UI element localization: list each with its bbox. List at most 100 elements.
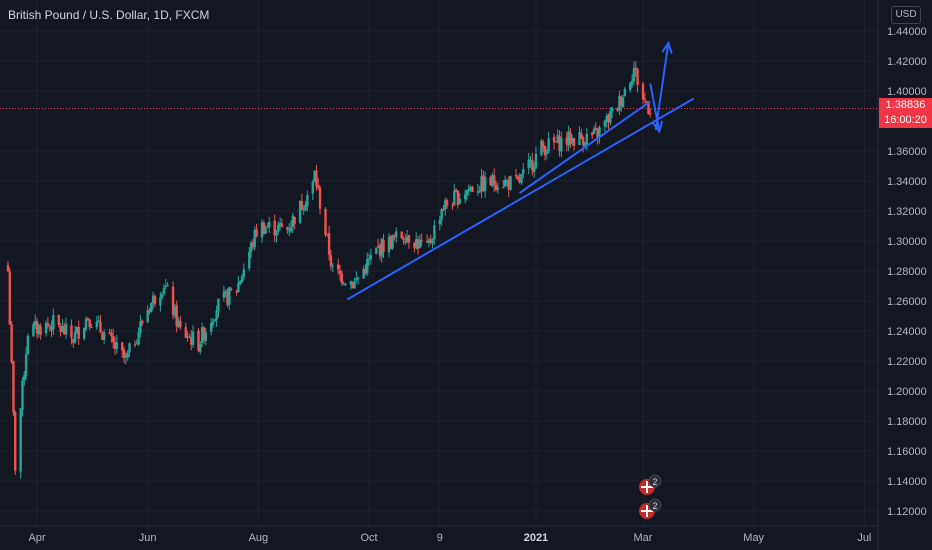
candle [23,371,26,386]
candle [438,216,441,231]
grid [0,0,878,526]
candle [467,184,471,196]
candle [643,92,647,104]
candle [353,277,356,289]
candle [50,320,53,338]
candle [317,178,320,190]
candle [349,280,353,290]
candle [387,233,391,258]
candle [122,347,126,364]
candle [112,328,115,349]
candle [255,223,258,238]
candle [516,174,520,181]
candle [565,131,568,152]
candle [393,233,396,241]
candle [199,341,202,355]
candle [540,138,543,157]
candle [594,122,598,131]
candle [61,318,64,333]
price-tick-label: 1.44000 [887,26,927,38]
candle [313,170,316,183]
candle [242,263,246,281]
candle [483,171,487,198]
trendline[interactable] [346,97,695,301]
candle [395,227,398,243]
candle [126,349,129,361]
candle [502,180,505,189]
candle [338,264,342,281]
candle [507,176,510,197]
candles [6,61,652,479]
candle [329,250,333,271]
arrow-line[interactable] [654,42,670,131]
currency-selector[interactable]: USD [891,6,921,24]
candle [200,322,204,348]
arrow-head [651,120,664,134]
candle [239,280,242,286]
candle [529,155,532,168]
candle [366,252,369,276]
candle [266,222,269,228]
trendline[interactable] [519,100,651,194]
candle [554,141,558,143]
candle [391,234,394,250]
candle [188,333,191,339]
candle [440,208,443,226]
candle [249,240,253,258]
candle [121,341,124,358]
candle [476,183,480,196]
economic-event-badge[interactable]: 2 [639,498,662,519]
candle [57,314,60,328]
candle [583,142,587,147]
price-tick-label: 1.42000 [887,56,927,68]
candle [378,243,382,261]
candle [70,319,73,345]
candle [580,128,583,140]
candle [273,214,276,243]
candle [489,175,492,186]
candle [33,314,37,329]
candle [164,278,168,290]
economic-event-badge[interactable]: 2 [639,474,662,495]
candle [522,162,525,179]
candle [215,305,218,327]
candle [556,129,559,144]
candle [451,202,454,210]
candle [95,315,99,330]
candle [166,282,169,287]
candle [380,237,383,263]
candle [278,217,282,230]
candle [458,193,461,205]
candle [162,284,166,296]
price-tick-label: 1.18000 [887,416,927,428]
candle [6,260,10,273]
candle [505,178,509,187]
candle [344,282,347,287]
candle [362,265,365,279]
candle [632,61,636,86]
candle [463,189,467,204]
candle [191,325,195,349]
candle [311,179,314,201]
candle [86,317,90,321]
candle [177,317,180,329]
candle [327,225,331,261]
candle [364,263,367,276]
candle [160,292,164,300]
candle [39,323,42,340]
time-tick-label: Oct [360,532,377,544]
candle [405,230,409,244]
candle [494,180,498,192]
candle [175,300,178,333]
candle [375,247,378,255]
arrow-line[interactable] [649,83,661,132]
candle [184,322,187,339]
candle [209,317,213,336]
candle [545,148,549,160]
candle [110,329,113,343]
candle [634,61,637,77]
candle [547,132,550,154]
time-tick-label: May [743,532,764,544]
candle [382,233,385,259]
